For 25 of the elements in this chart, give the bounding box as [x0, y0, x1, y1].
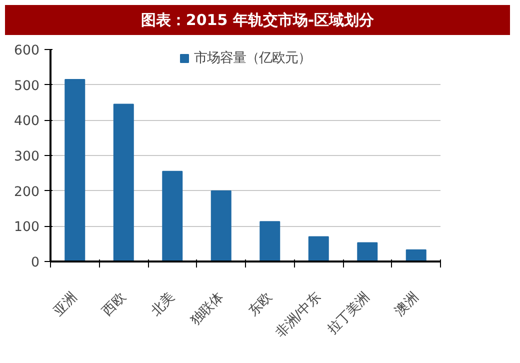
bar — [260, 221, 280, 262]
y-tick-label: 100 — [14, 220, 40, 236]
legend-label: 市场容量（亿欧元） — [194, 50, 311, 67]
bar — [64, 79, 86, 262]
x-tick-label: 东欧 — [246, 290, 276, 320]
bar — [210, 190, 232, 262]
y-tick-label: 600 — [14, 44, 40, 58]
y-tick-label: 300 — [14, 150, 40, 164]
x-tick-label: 北美 — [148, 289, 178, 320]
chart-title: 图表：2015 年轨交市场-区域划分 — [140, 10, 374, 31]
bar — [308, 236, 329, 262]
y-tick-label: 400 — [14, 114, 40, 130]
x-tick-label: 拉丁美洲 — [324, 289, 373, 338]
y-tick-label: 0 — [31, 256, 40, 270]
bar — [113, 104, 134, 262]
bar — [357, 242, 378, 262]
y-tick-label: 200 — [14, 184, 40, 200]
x-tick-label: 亚洲 — [51, 290, 80, 320]
y-tick-label: 500 — [14, 78, 40, 94]
x-tick-label: 西欧 — [100, 290, 129, 320]
x-tick-label: 非洲/中东 — [273, 290, 324, 341]
x-tick-label: 澳洲 — [392, 290, 422, 320]
x-tick-label: 独联体 — [188, 290, 226, 328]
bar — [162, 170, 183, 262]
bar — [406, 249, 426, 262]
